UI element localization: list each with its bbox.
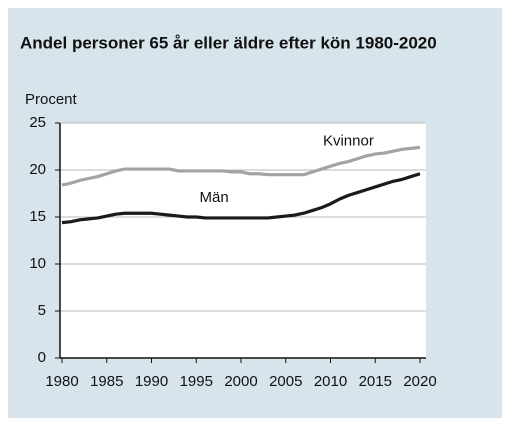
series-label: Kvinnor	[323, 133, 374, 150]
chart-title: Andel personer 65 år eller äldre efter k…	[20, 33, 437, 52]
plot-area	[60, 123, 426, 358]
series-line	[61, 145, 421, 187]
y-tick-label: 10	[29, 255, 46, 272]
x-tick-label: 1995	[180, 373, 213, 390]
x-tick-label: 2005	[269, 373, 302, 390]
x-tick-label: 1985	[90, 373, 123, 390]
x-tick-label: 1980	[45, 373, 78, 390]
y-tick-label: 20	[29, 161, 46, 178]
series-line	[61, 172, 421, 225]
series-label: Män	[200, 189, 229, 206]
y-tick-label: 0	[38, 349, 46, 366]
y-tick-label: 25	[29, 114, 46, 131]
x-tick-label: 2020	[403, 373, 436, 390]
x-tick-label: 2010	[314, 373, 347, 390]
x-tick-label: 2000	[224, 373, 257, 390]
x-tick-label: 1990	[135, 373, 168, 390]
y-tick-label: 15	[29, 208, 46, 225]
y-axis-label: Procent	[25, 91, 78, 108]
x-tick-label: 2015	[359, 373, 392, 390]
y-tick-label: 5	[38, 302, 46, 319]
